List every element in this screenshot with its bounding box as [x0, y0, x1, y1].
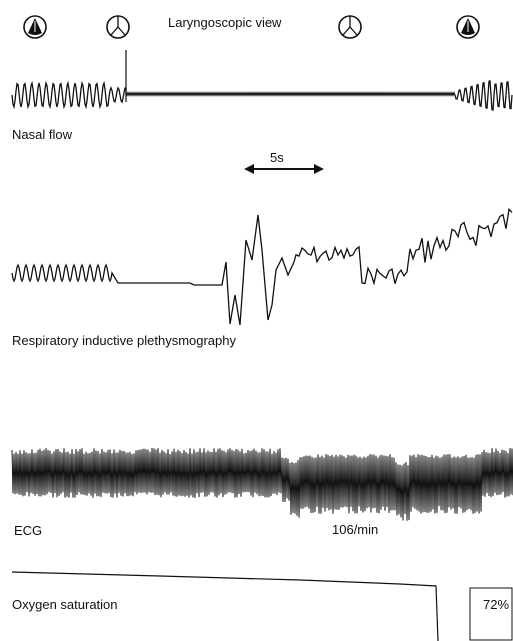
larynx-closed-icon — [456, 15, 480, 39]
larynx-closed-icon — [23, 15, 47, 39]
saturation-value-box — [469, 587, 513, 641]
ecg-trace — [11, 447, 513, 521]
rip-trace — [11, 207, 513, 326]
ecg-label: ECG — [14, 523, 43, 538]
laryngoscopic-icons — [23, 15, 480, 39]
nasal-flow-trace — [11, 80, 513, 111]
oxygen-saturation-label: Oxygen saturation — [12, 597, 118, 612]
oxygen-saturation-value: 72% — [483, 597, 510, 612]
larynx-open-icon — [106, 15, 130, 39]
time-scale-arrow — [244, 164, 324, 174]
oxygen-saturation-trace — [11, 571, 439, 641]
nasal-flow-label: Nasal flow — [12, 127, 72, 142]
rip-label: Respiratory inductive plethysmography — [12, 333, 236, 348]
time-scale-label: 5s — [270, 150, 284, 165]
laryngoscopic-view-title: Laryngoscopic view — [168, 15, 282, 30]
larynx-open-icon — [338, 15, 362, 39]
heart-rate-label: 106/min — [332, 522, 379, 537]
